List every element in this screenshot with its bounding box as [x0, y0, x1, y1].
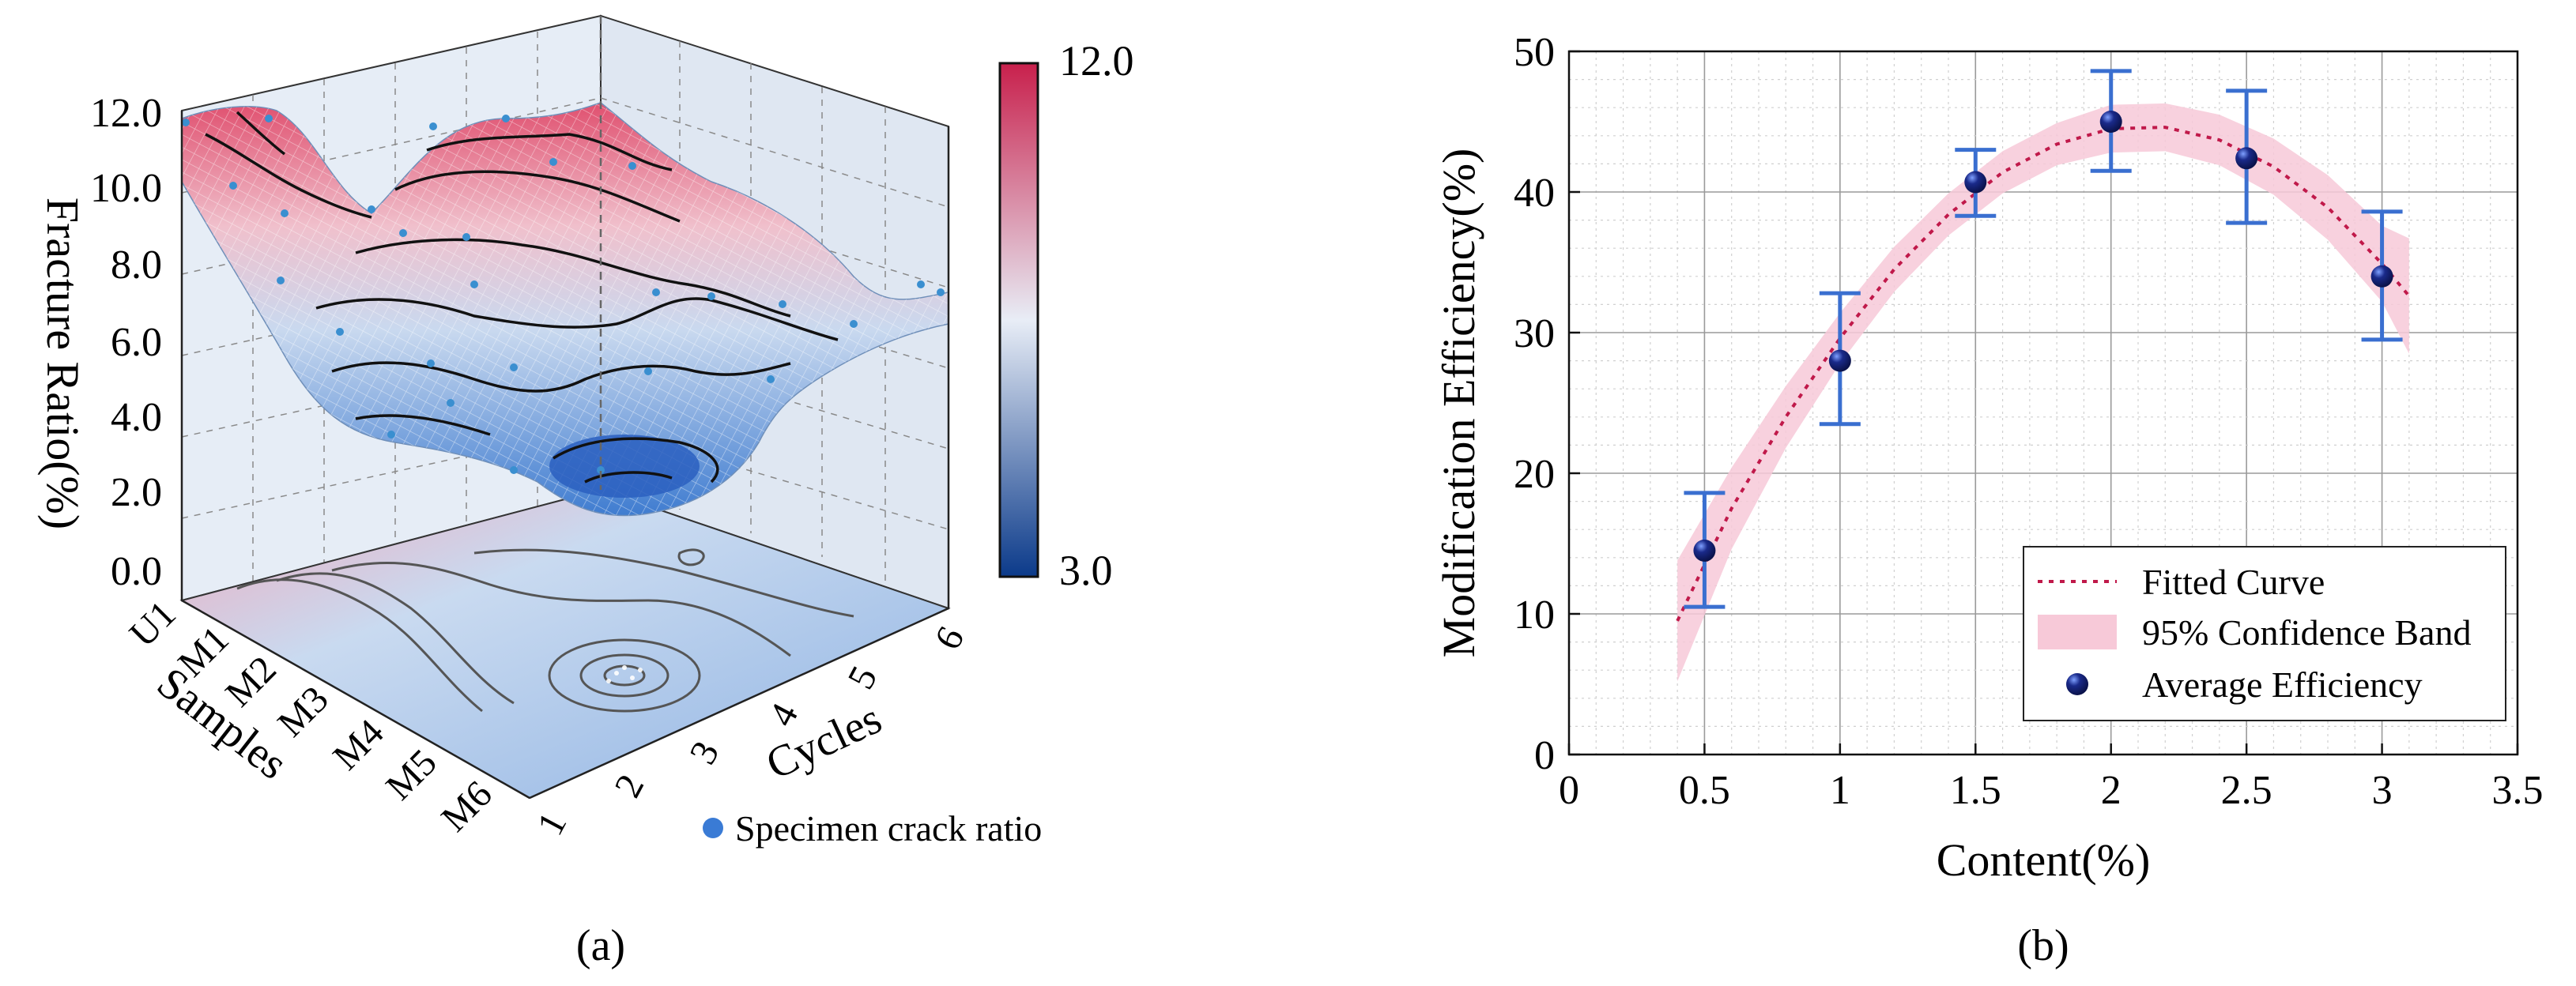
sample-tick-label: M5: [378, 741, 445, 808]
x-tick-label: 0.5: [1679, 768, 1730, 813]
fitted-curve: [1676, 126, 2411, 622]
z-axis-label: Fracture Ratio(%): [37, 198, 89, 529]
legend-label: Specimen crack ratio: [735, 808, 1042, 849]
z-axis-ticks: 12.0 10.0 8.0 6.0 4.0 2.0 0.0: [90, 91, 162, 594]
x-axis-label: Content(%): [1937, 834, 2151, 886]
legend: Fitted Curve 95% Confidence Band Average…: [2023, 546, 2506, 721]
surface-plot-panel: 12.0 10.0 8.0 6.0 4.0 2.0 0.0 Fracture R…: [37, 14, 1134, 970]
average-efficiency-points: [1693, 111, 2393, 562]
cycle-tick-label: 1: [529, 806, 575, 842]
x-tick-label: 2.5: [2221, 768, 2272, 813]
y-tick-label: 40: [1514, 171, 1555, 216]
x-tick-label: 2: [2101, 768, 2122, 813]
y-tick-label: 20: [1514, 452, 1555, 497]
x-axis-ticks: 0 0.5 1 1.5 2 2.5 3 3.5: [1559, 743, 2544, 813]
cycle-tick-label: 2: [606, 768, 652, 804]
z-tick-label: 6.0: [111, 320, 162, 365]
cycle-tick-label: 5: [839, 660, 885, 696]
floor-contours: [236, 548, 854, 713]
z-tick-label: 8.0: [111, 243, 162, 288]
data-point: [2099, 111, 2122, 133]
data-point: [2370, 265, 2393, 288]
legend-fitted-label: Fitted Curve: [2142, 562, 2325, 602]
colorbar: [998, 62, 1039, 578]
colorbar-max-label: 12.0: [1059, 37, 1134, 85]
sample-tick-label: M6: [433, 773, 500, 840]
sample-tick-label: U1: [122, 593, 184, 655]
sample-tick-label: M3: [270, 678, 337, 745]
z-tick-label: 2.0: [111, 470, 162, 515]
box-edges: [180, 16, 950, 800]
z-tick-label: 12.0: [90, 91, 162, 136]
legend-band-swatch: [2038, 615, 2117, 649]
y-axis-ticks: 0 10 20 30 40 50: [1514, 30, 1580, 778]
panel-label-b: (b): [2017, 921, 2069, 970]
data-point: [1693, 539, 1716, 562]
specimen-points: [182, 115, 945, 474]
legend-marker: [703, 818, 723, 838]
panel-label-a: (a): [576, 921, 625, 970]
x-tick-label: 1: [1830, 768, 1850, 813]
z-tick-label: 0.0: [111, 549, 162, 594]
colorbar-min-label: 3.0: [1059, 547, 1113, 594]
data-point: [2235, 147, 2258, 170]
legend-band-label: 95% Confidence Band: [2142, 612, 2471, 653]
surface-minimum-well: [549, 435, 700, 498]
cycle-tick-label: 3: [681, 735, 727, 771]
y-axis-label: Modification Efficiency(%): [1433, 149, 1484, 658]
y-tick-label: 30: [1514, 311, 1555, 356]
z-tick-label: 10.0: [90, 166, 162, 211]
surface-mesh: [182, 103, 949, 516]
plot-frame: [1567, 50, 2519, 756]
x-tick-label: 3: [2372, 768, 2393, 813]
sample-tick-label: M4: [325, 711, 392, 778]
y-tick-label: 0: [1534, 733, 1555, 778]
x-tick-label: 0: [1559, 768, 1579, 813]
cycle-tick-label: 6: [926, 620, 972, 657]
fitted-curve-line: [1676, 126, 2411, 622]
x-tick-label: 1.5: [1950, 768, 2001, 813]
y-tick-label: 10: [1514, 593, 1555, 638]
x-tick-label: 3.5: [2492, 768, 2544, 813]
legend-points-label: Average Efficiency: [2142, 664, 2423, 705]
legend-points-swatch: [2066, 673, 2088, 695]
z-tick-label: 4.0: [111, 395, 162, 440]
data-point: [1964, 171, 1987, 194]
surface-contours: [205, 111, 839, 484]
data-point: [1828, 349, 1851, 372]
floor-points: [606, 665, 643, 683]
y-tick-label: 50: [1514, 30, 1555, 75]
